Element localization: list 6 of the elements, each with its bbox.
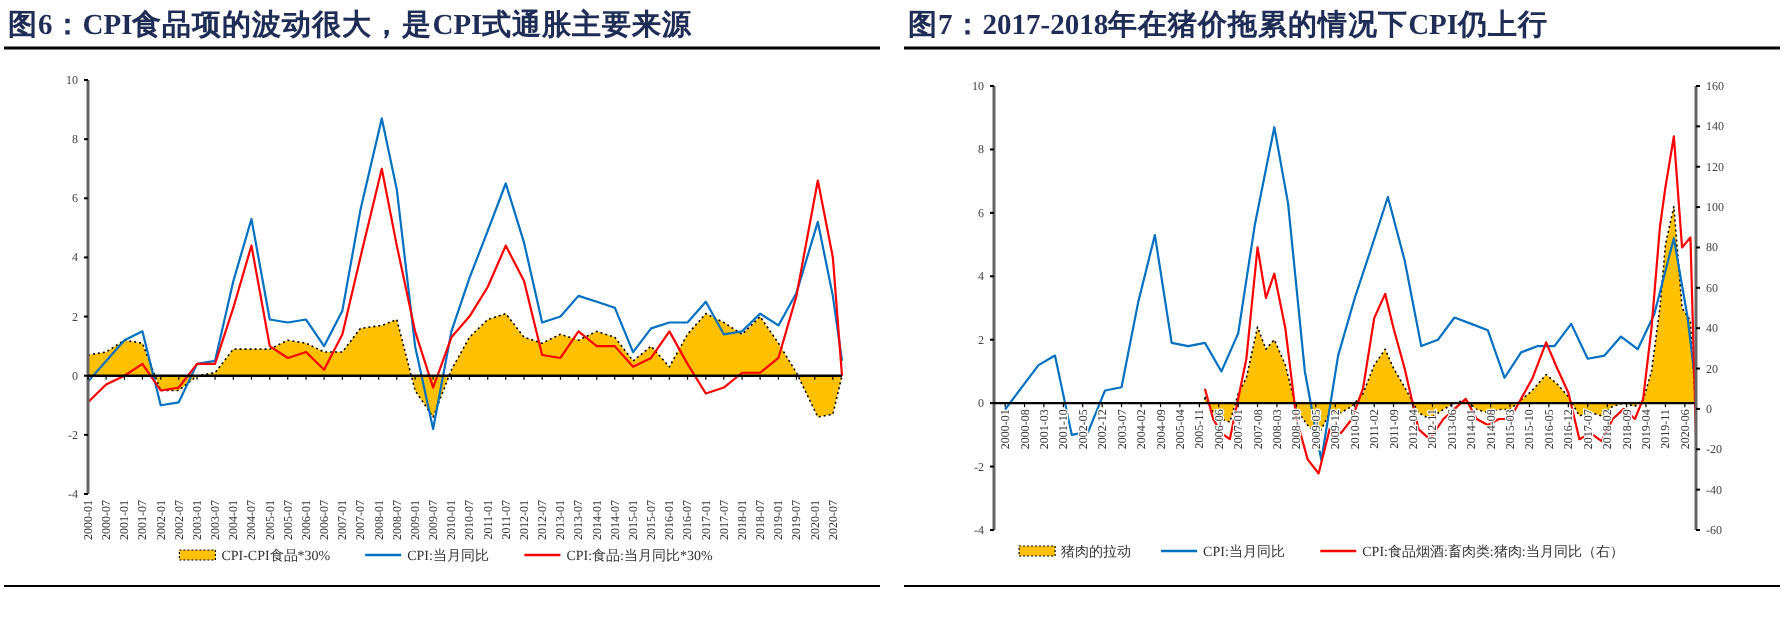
chart-title: 图6：CPI食品项的波动很大，是CPI式通胀主要来源 bbox=[8, 6, 695, 42]
chart-title: 图7：2017-2018年在猪价拖累的情况下CPI仍上行 bbox=[908, 8, 1549, 42]
line-series bbox=[86, 167, 844, 404]
line-series bbox=[1203, 135, 1698, 475]
line-series bbox=[86, 117, 844, 431]
line-series bbox=[1004, 126, 1698, 462]
